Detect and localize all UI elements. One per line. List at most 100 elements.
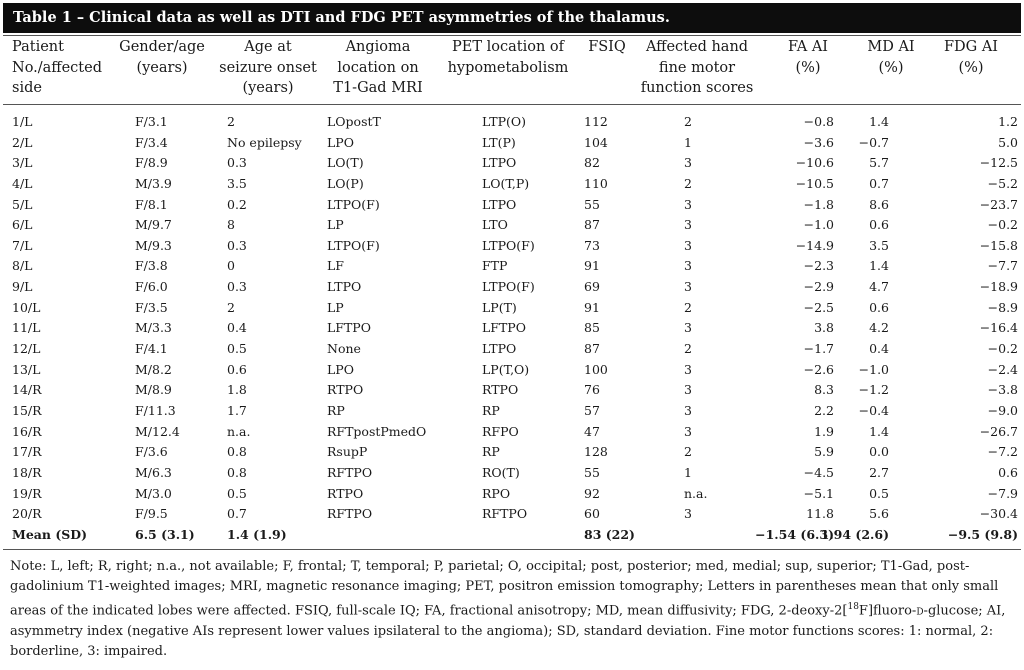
cell-fa-ai: −0.8	[803, 114, 834, 129]
cell-fdg-ai: −16.4	[979, 320, 1018, 336]
column-header-line: FSIQ	[588, 39, 626, 55]
cell-fdg-ai: −7.2	[987, 444, 1018, 460]
cell-pet-location: LFTPO	[482, 320, 526, 336]
table-row: 11/L M/3.3 0.4 LFTPO LFTPO 85 3 3.8 4.2 −16.4	[3, 318, 1021, 339]
column-header-line: Age at	[244, 39, 292, 55]
cell-md-ai: −0.4	[858, 402, 889, 418]
cell-patient: 3/L	[12, 155, 33, 171]
cell-fa-ai: 2.2	[814, 402, 834, 418]
table-row: 17/R F/3.6 0.8 RsupP RP 128 2 5.9 0.0 −7.2	[3, 442, 1021, 463]
table-row: 9/L F/6.0 0.3 LTPO LTPO(F) 69 3 −2.9 4.7 −18.9	[3, 277, 1021, 298]
cell-md-ai: 5.6	[869, 506, 889, 522]
cell-gender-age: M/9.7	[135, 217, 172, 233]
cell-fa-ai: −10.6	[795, 155, 834, 171]
table-row: 4/L M/3.9 3.5 LO(P) LO(T,P) 110 2 −10.5 0.7 −5.2	[3, 174, 1021, 195]
cell-seizure-onset: 3.5	[227, 175, 247, 191]
cell-patient: 16/R	[12, 423, 42, 439]
cell-gender-age: F/3.6	[135, 444, 168, 460]
cell-pet-location: LTPO	[482, 196, 517, 212]
cell-hand-score: 3	[684, 279, 692, 295]
cell-fdg-ai: −18.9	[979, 279, 1018, 295]
cell-angioma-location: RFTpostPmedO	[327, 423, 427, 439]
cell-seizure-onset: 0.4	[227, 320, 247, 336]
cell-hand-score: 3	[684, 423, 692, 439]
cell-angioma-location: LO(T)	[327, 155, 364, 171]
cell-md-ai: 0.0	[869, 444, 889, 460]
cell-pet-location: LTP(O)	[482, 114, 527, 129]
column-header-line: No./affected	[12, 59, 102, 76]
cell-md-ai: 0.6	[869, 299, 889, 315]
cell-seizure-onset: 0.2	[227, 196, 247, 212]
cell-gender-age: M/9.3	[135, 237, 172, 253]
cell-fa-ai: −2.3	[803, 258, 834, 274]
header-top-rule	[3, 35, 1021, 36]
cell-patient: 9/L	[12, 279, 33, 295]
cell-pet-location: RTPO	[482, 382, 519, 398]
cell-md-ai: 2.7	[869, 464, 889, 480]
cell-pet-location: RO(T)	[482, 464, 520, 480]
cell-hand-score: 3	[684, 217, 692, 233]
cell-gender-age: F/3.5	[135, 299, 168, 315]
cell-fsiq: 73	[584, 237, 600, 253]
cell-fdg-ai: 1.2	[998, 114, 1018, 129]
column-header-line: Gender/age	[119, 39, 205, 55]
cell-md-ai: 1.4	[869, 114, 889, 129]
cell-patient: 1/L	[12, 114, 33, 129]
cell-gender-age: F/6.0	[135, 279, 168, 295]
cell-hand-score: 1	[684, 464, 692, 480]
cell-seizure-onset: 2	[227, 299, 235, 315]
cell-fsiq: 110	[584, 175, 608, 191]
cell-fa-ai: −2.9	[803, 279, 834, 295]
cell-fsiq: 57	[584, 402, 600, 418]
column-header-line: Patient	[12, 39, 64, 55]
column-header-line: FA AI	[787, 39, 829, 55]
notes-text-1: Note: L, left; R, right; n.a., not avail…	[10, 559, 999, 619]
mean-row: Mean (SD) 6.5 (3.1) 1.4 (1.9) 83 (22) −1.54 …	[3, 525, 1021, 546]
cell-gender-age: M/6.3	[135, 464, 172, 480]
cell-angioma-location: LFTPO	[327, 320, 371, 336]
column-header-line: Affected hand	[645, 39, 749, 55]
cell-pet-location: RP	[482, 444, 500, 460]
cell-pet-location: FTP	[482, 258, 508, 274]
column-header-line: MD AI	[867, 39, 915, 55]
column-header-line: (%)	[958, 59, 984, 76]
cell-fa-ai: −2.6	[803, 361, 834, 377]
cell-angioma-location: LOpostT	[327, 114, 381, 129]
cell-pet-location: LT(P)	[482, 134, 516, 150]
cell-angioma-location: RTPO	[327, 485, 364, 501]
table-row: 5/L F/8.1 0.2 LTPO(F) LTPO 55 3 −1.8 8.6 −23.7	[3, 195, 1021, 216]
cell-seizure-onset: 0.8	[227, 464, 247, 480]
cell-fdg-ai: −23.7	[979, 196, 1018, 212]
cell-pet-location: LTPO(F)	[482, 237, 535, 253]
cell-seizure-onset: 0.3	[227, 155, 247, 171]
table-row: 19/R M/3.0 0.5 RTPO RPO 92 n.a. −5.1 0.5 −7.9	[3, 484, 1021, 505]
cell-fsiq: 112	[584, 114, 608, 129]
cell-seizure-onset: No epilepsy	[227, 134, 302, 150]
cell-fdg-ai: −9.0	[987, 402, 1018, 418]
cell-fsiq: 87	[584, 341, 600, 357]
cell-patient: Mean (SD)	[12, 526, 88, 542]
cell-fdg-ai: −7.9	[987, 485, 1018, 501]
cell-md-ai: −1.2	[858, 382, 889, 398]
table-row: 14/R M/8.9 1.8 RTPO RTPO 76 3 8.3 −1.2 −3.8	[3, 380, 1021, 401]
cell-gender-age: F/3.4	[135, 134, 168, 150]
cell-seizure-onset: 1.7	[227, 402, 247, 418]
cell-md-ai: 1.4	[869, 423, 889, 439]
table-row: 20/R F/9.5 0.7 RFTPO RFTPO 60 3 11.8 5.6 −30.4	[3, 504, 1021, 525]
cell-seizure-onset: 1.4 (1.9)	[227, 526, 287, 542]
column-header-gender-age: Gender/age (years)	[72, 37, 252, 78]
column-header-line: T1-Gad MRI	[333, 80, 423, 96]
cell-fa-ai: −4.5	[803, 464, 834, 480]
cell-hand-score: 3	[684, 506, 692, 522]
cell-hand-score: 2	[684, 299, 692, 315]
cell-hand-score: 3	[684, 196, 692, 212]
table-row: 7/L M/9.3 0.3 LTPO(F) LTPO(F) 73 3 −14.9 3.5 −15.…	[3, 236, 1021, 257]
cell-fa-ai: −2.5	[803, 299, 834, 315]
notes-text-2: F]fluoro-	[858, 603, 917, 619]
cell-patient: 10/L	[12, 299, 41, 315]
cell-pet-location: RFTPO	[482, 506, 528, 522]
cell-pet-location: LTPO	[482, 155, 517, 171]
cell-gender-age: F/3.1	[135, 114, 168, 129]
cell-patient: 5/L	[12, 196, 33, 212]
table-row: 1/L F/3.1 2 LOpostT LTP(O) 112 2 −0.8 1.4 1.2	[3, 112, 1021, 133]
